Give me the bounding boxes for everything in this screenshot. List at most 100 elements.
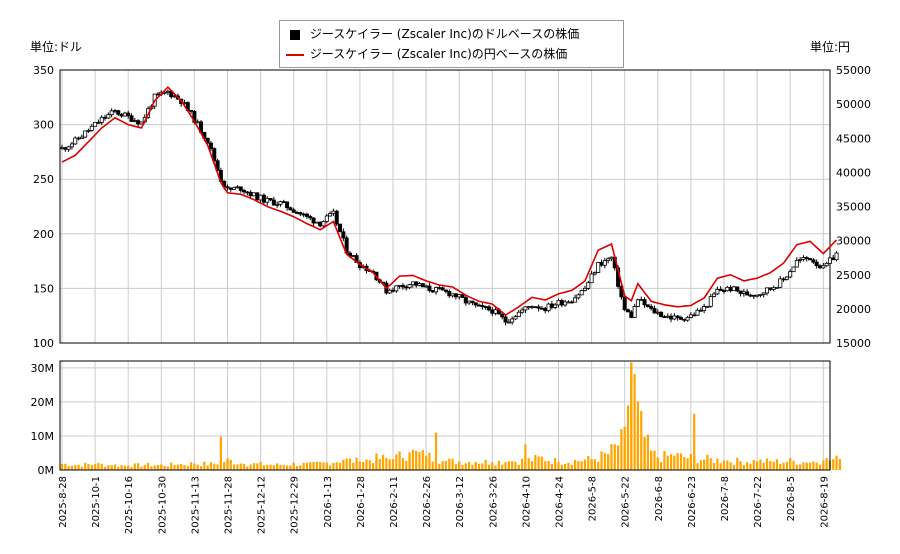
usd-candle-body: [652, 308, 657, 314]
usd-candle: [715, 286, 720, 296]
usd-candle-body: [751, 294, 756, 297]
usd-candle: [599, 259, 604, 267]
usd-candle: [675, 315, 680, 321]
volume-bar: [616, 445, 620, 470]
usd-candle: [265, 196, 270, 206]
volume-bar: [507, 461, 510, 470]
volume-bar: [620, 429, 623, 470]
volume-bar: [160, 465, 163, 470]
usd-candle: [443, 289, 448, 294]
usd-candle: [579, 289, 584, 296]
volume-bar: [123, 465, 126, 470]
usd-candle: [86, 128, 91, 133]
usd-candle-body: [486, 306, 491, 311]
usd-candle: [301, 212, 306, 218]
volume-bar: [626, 405, 630, 470]
volume-bar: [736, 457, 739, 470]
usd-candle-body: [814, 261, 819, 267]
volume-bar: [537, 456, 540, 470]
right-tick-label: 50000: [836, 98, 871, 111]
usd-candle: [129, 113, 134, 122]
volume-bar: [633, 374, 636, 470]
volume-bar: [282, 464, 285, 470]
volume-bar: [646, 434, 649, 470]
usd-candle: [420, 283, 425, 288]
usd-candle: [662, 315, 667, 319]
volume-bar: [100, 463, 103, 470]
volume-bar: [415, 450, 418, 470]
volume-bar: [590, 459, 593, 470]
usd-candle: [539, 306, 544, 310]
usd-candle-body: [755, 294, 760, 297]
usd-candle: [314, 221, 319, 224]
usd-candle-body: [86, 130, 91, 132]
usd-candle-body: [129, 115, 134, 122]
x-date-label: 2026-4-10: [521, 476, 532, 528]
volume-bar: [137, 463, 140, 470]
usd-candle-body: [255, 192, 260, 201]
volume-bar: [170, 462, 173, 470]
right-tick-label: 30000: [836, 235, 871, 248]
volume-bar: [487, 464, 491, 470]
volume-bar: [759, 459, 762, 470]
right-tick-label: 40000: [836, 166, 871, 179]
usd-candle: [821, 262, 826, 269]
usd-candle: [718, 286, 723, 291]
usd-candle-body: [549, 303, 554, 308]
volume-bar: [669, 454, 673, 470]
usd-candle-body: [804, 257, 809, 259]
usd-candle-body: [66, 146, 71, 150]
usd-candle: [66, 145, 71, 152]
usd-candle-body: [536, 306, 541, 309]
usd-candle: [705, 305, 710, 308]
usd-candle: [483, 305, 488, 310]
volume-bar: [110, 465, 113, 470]
x-date-label: 2025-8-28: [58, 476, 69, 528]
usd-candle-body: [626, 309, 631, 313]
usd-candle: [771, 285, 776, 292]
usd-candle-body: [394, 285, 399, 292]
usd-candle: [566, 300, 571, 304]
usd-candle-body: [801, 257, 806, 260]
volume-bar: [133, 463, 136, 470]
volume-bar: [107, 465, 110, 470]
usd-candle-body: [665, 315, 670, 318]
usd-candle: [758, 294, 763, 298]
legend-item-usd: ジースケイラー (Zscaler Inc)のドルベースの株価: [286, 24, 579, 44]
usd-candle: [698, 307, 703, 312]
volume-bar: [706, 459, 709, 470]
usd-candle-body: [685, 317, 690, 321]
usd-candle-body: [427, 285, 432, 291]
volume-bar: [295, 465, 299, 470]
volume-bar: [636, 415, 640, 470]
volume-bar: [527, 458, 530, 470]
volume-bar: [524, 444, 527, 470]
usd-candle-body: [155, 93, 160, 96]
usd-candle-body: [407, 284, 412, 288]
volume-bar: [742, 465, 745, 470]
usd-candle: [708, 293, 713, 308]
usd-candle-body: [89, 125, 94, 131]
volume-bar: [117, 466, 120, 470]
volume-bar: [216, 464, 219, 470]
volume-bar: [812, 461, 815, 470]
usd-candle-body: [311, 217, 316, 224]
volume-bar: [739, 461, 742, 470]
usd-candle-body: [715, 288, 720, 295]
usd-candle: [447, 289, 452, 298]
usd-candle-body: [546, 303, 551, 312]
usd-candle: [546, 302, 551, 313]
volume-bar: [587, 455, 590, 470]
right-tick-label: 45000: [836, 132, 871, 145]
usd-candle: [553, 303, 558, 310]
volume-bar: [772, 461, 775, 470]
usd-candle: [702, 303, 707, 314]
usd-candle: [755, 294, 760, 298]
usd-candle-body: [632, 305, 637, 318]
usd-candle-body: [596, 262, 601, 273]
volume-bar: [395, 454, 398, 470]
usd-candle-body: [808, 258, 813, 261]
volume-bar: [607, 454, 610, 470]
usd-candle-body: [821, 265, 826, 269]
